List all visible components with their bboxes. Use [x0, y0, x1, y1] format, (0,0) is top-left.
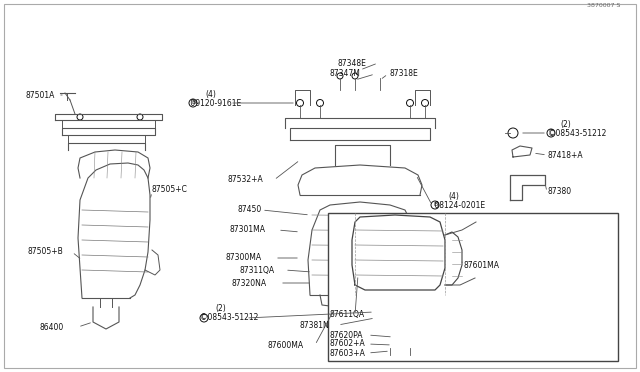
Text: 87602+A: 87602+A — [330, 340, 365, 349]
Text: B: B — [433, 202, 437, 208]
Bar — [328, 213, 618, 361]
Text: 87311QA: 87311QA — [240, 266, 275, 275]
Text: 86400: 86400 — [40, 323, 64, 331]
Text: B: B — [191, 100, 195, 106]
Text: 87347M: 87347M — [330, 70, 361, 78]
Text: 87603+A: 87603+A — [330, 349, 366, 357]
Text: 87300MA: 87300MA — [225, 253, 261, 263]
Text: (2): (2) — [215, 305, 226, 314]
Text: 08124-0201E: 08124-0201E — [432, 201, 485, 209]
Text: 87505+B: 87505+B — [28, 247, 64, 257]
Text: 3870007 S: 3870007 S — [587, 3, 620, 8]
Text: 87418+A: 87418+A — [548, 151, 584, 160]
Text: 87601MA: 87601MA — [464, 260, 500, 269]
Text: 87501A: 87501A — [25, 90, 54, 99]
Text: (2): (2) — [560, 119, 571, 128]
Text: ©08543-51212: ©08543-51212 — [200, 314, 259, 323]
Text: 09120-9161E: 09120-9161E — [188, 99, 241, 108]
Text: 87380: 87380 — [548, 187, 572, 196]
Text: 87320NA: 87320NA — [232, 279, 267, 288]
Text: 87505+C: 87505+C — [152, 186, 188, 195]
Text: 87611QA: 87611QA — [330, 311, 365, 320]
Text: 87318E: 87318E — [390, 70, 419, 78]
Text: ©08543-51212: ©08543-51212 — [548, 128, 606, 138]
Text: (4): (4) — [448, 192, 459, 201]
Text: 87381N: 87381N — [300, 321, 330, 330]
Text: 87620PA: 87620PA — [330, 330, 364, 340]
Text: 87600MA: 87600MA — [268, 340, 304, 350]
Text: 87348E: 87348E — [338, 58, 367, 67]
Text: (4): (4) — [205, 90, 216, 99]
Text: 87301MA: 87301MA — [230, 225, 266, 234]
Text: 87450: 87450 — [238, 205, 262, 215]
Text: 87532+A: 87532+A — [228, 176, 264, 185]
